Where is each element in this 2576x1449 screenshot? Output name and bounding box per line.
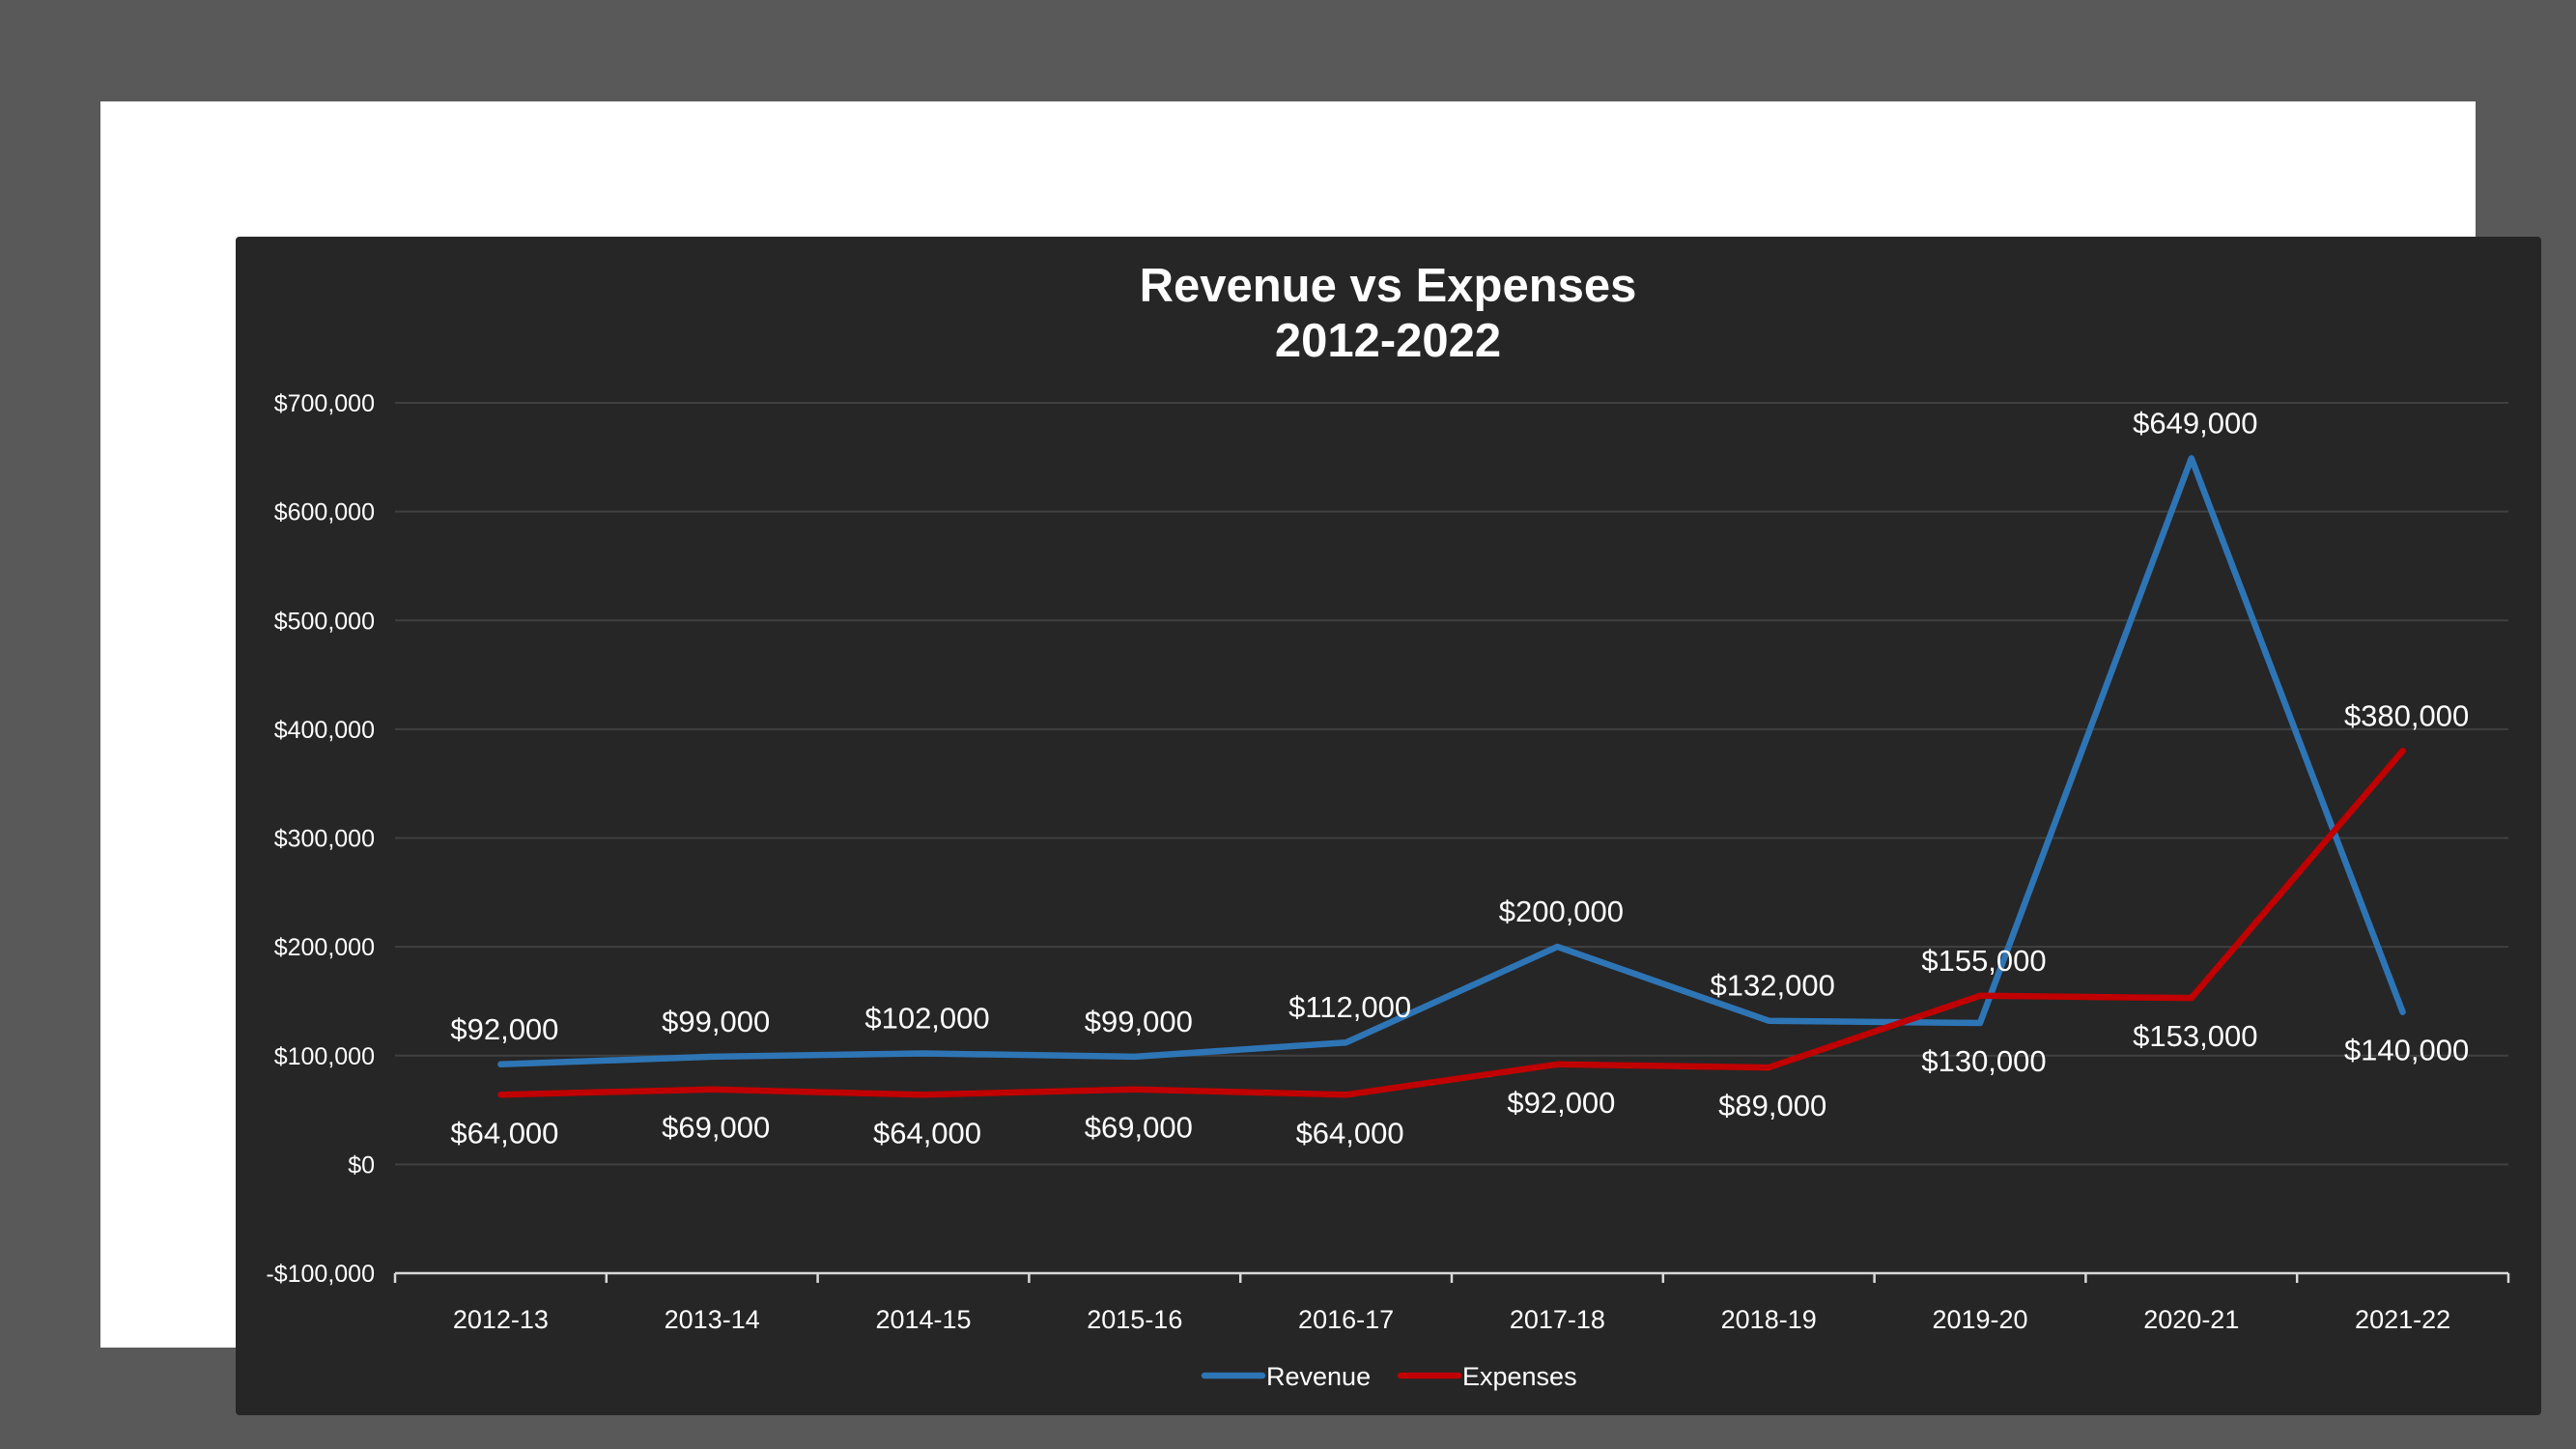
x-tick-label: 2018-19 xyxy=(1721,1305,1817,1334)
chart-title-line-2: 2012-2022 xyxy=(1275,315,1501,367)
line-chart: Revenue vs Expenses 2012-2022 -$100,000 $… xyxy=(266,260,2510,1391)
chart-title-line-1: Revenue vs Expenses xyxy=(1140,260,1637,312)
chart-area: Revenue vs Expenses 2012-2022 -$100,000 $… xyxy=(236,237,2541,1415)
chart-title: Revenue vs Expenses 2012-2022 xyxy=(1140,260,1637,367)
data-label-expenses: $92,000 xyxy=(1507,1086,1615,1120)
legend: Revenue Expenses xyxy=(1201,1362,1577,1391)
x-tick-label: 2021-22 xyxy=(2355,1305,2450,1334)
data-label-expenses: $89,000 xyxy=(1718,1089,1826,1122)
data-label-expenses: $64,000 xyxy=(873,1116,981,1150)
data-label-expenses: $69,000 xyxy=(662,1111,770,1145)
legend-label-revenue: Revenue xyxy=(1266,1362,1371,1391)
series-lines xyxy=(497,455,2406,1098)
y-tick-label: $200,000 xyxy=(274,934,375,961)
data-label-expenses: $64,000 xyxy=(450,1116,558,1150)
x-axis-tick-labels: 2012-13 2013-14 2014-15 2015-16 2016-17 2017-… xyxy=(453,1305,2450,1334)
x-tick-label: 2017-18 xyxy=(1510,1305,1605,1334)
data-label-revenue: $102,000 xyxy=(864,1001,989,1035)
y-tick-label: $700,000 xyxy=(274,390,375,417)
series-line-revenue xyxy=(497,455,2406,1068)
x-tick-label: 2020-21 xyxy=(2143,1305,2239,1334)
data-label-expenses: $155,000 xyxy=(1921,944,2046,978)
data-label-revenue: $132,000 xyxy=(1711,969,1835,1003)
x-tick-label: 2013-14 xyxy=(665,1305,760,1334)
y-tick-label: $0 xyxy=(348,1151,375,1179)
data-label-revenue: $200,000 xyxy=(1499,895,1624,928)
legend-label-expenses: Expenses xyxy=(1462,1362,1577,1391)
x-tick-label: 2019-20 xyxy=(1932,1305,2027,1334)
y-tick-label: $300,000 xyxy=(274,826,375,853)
x-tick-label: 2014-15 xyxy=(875,1305,971,1334)
y-tick-label: $600,000 xyxy=(274,499,375,526)
data-labels: $92,000 $99,000 $102,000 $99,000 $112,000 $20… xyxy=(450,406,2469,1150)
x-tick-label: 2015-16 xyxy=(1087,1305,1182,1334)
data-label-expenses: $380,000 xyxy=(2344,698,2469,732)
y-tick-label: $400,000 xyxy=(274,717,375,744)
x-axis xyxy=(393,1271,2510,1283)
y-tick-label: $100,000 xyxy=(274,1043,375,1070)
chart-frame: Revenue vs Expenses 2012-2022 -$100,000 $… xyxy=(100,101,2541,1415)
y-tick-label: $500,000 xyxy=(274,608,375,635)
data-label-revenue: $649,000 xyxy=(2133,406,2257,440)
data-label-revenue: $130,000 xyxy=(1921,1044,2046,1078)
y-tick-label: -$100,000 xyxy=(266,1261,375,1288)
data-label-revenue: $140,000 xyxy=(2344,1034,2469,1067)
data-label-revenue: $99,000 xyxy=(662,1005,770,1038)
data-label-revenue: $112,000 xyxy=(1288,990,1411,1024)
data-label-expenses: $153,000 xyxy=(2133,1019,2257,1053)
series-line-expenses xyxy=(497,748,2406,1098)
data-label-expenses: $64,000 xyxy=(1296,1116,1404,1150)
x-tick-label: 2016-17 xyxy=(1298,1305,1394,1334)
data-label-revenue: $99,000 xyxy=(1085,1005,1193,1038)
x-tick-label: 2012-13 xyxy=(453,1305,549,1334)
data-label-revenue: $92,000 xyxy=(450,1012,558,1046)
data-label-expenses: $69,000 xyxy=(1085,1111,1193,1145)
y-axis-tick-labels: -$100,000 $0 $100,000 $200,000 $300,000 $400,… xyxy=(266,390,375,1288)
